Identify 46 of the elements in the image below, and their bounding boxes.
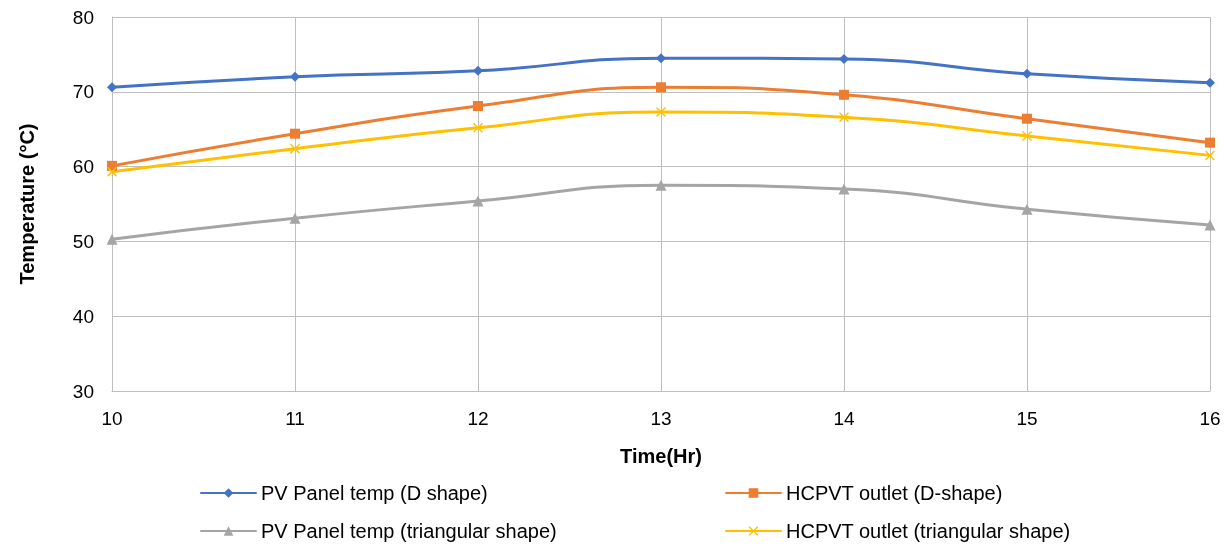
point bbox=[290, 143, 300, 154]
point bbox=[472, 195, 484, 207]
y-axis-title: Temperature (°C) bbox=[16, 123, 38, 285]
x-tick-label: 13 bbox=[650, 408, 672, 429]
point bbox=[1022, 130, 1032, 141]
point bbox=[107, 166, 117, 177]
point bbox=[290, 128, 300, 139]
x-tick-label: 11 bbox=[285, 408, 305, 429]
point bbox=[1021, 203, 1033, 215]
y-tick-label: 70 bbox=[72, 81, 94, 103]
point bbox=[838, 183, 850, 195]
legend-label: HCPVT outlet (D-shape) bbox=[786, 482, 1003, 504]
y-tick-label: 80 bbox=[72, 6, 94, 28]
x-tick-label: 15 bbox=[1016, 408, 1038, 429]
legend-label: PV Panel temp (D shape) bbox=[261, 482, 488, 504]
legend-label: HCPVT outlet (triangular shape) bbox=[786, 520, 1071, 542]
y-tick-label: 60 bbox=[72, 156, 94, 178]
point bbox=[290, 71, 300, 82]
point bbox=[1205, 137, 1215, 148]
point bbox=[655, 179, 667, 191]
point bbox=[473, 65, 483, 76]
x-tick-label: 12 bbox=[467, 408, 489, 429]
point bbox=[656, 107, 666, 117]
point bbox=[656, 53, 666, 64]
point bbox=[1022, 113, 1032, 124]
point bbox=[106, 233, 118, 245]
point bbox=[473, 122, 483, 133]
x-axis-title: Time(Hr) bbox=[620, 445, 702, 467]
legend-label: PV Panel temp (triangular shape) bbox=[261, 520, 557, 542]
point bbox=[1022, 68, 1032, 79]
point bbox=[1204, 219, 1216, 231]
y-tick-label: 50 bbox=[72, 230, 94, 252]
x-tick-label: 14 bbox=[833, 408, 855, 429]
x-tick-label: 10 bbox=[101, 408, 123, 429]
y-tick-label: 40 bbox=[72, 305, 94, 327]
point bbox=[656, 82, 666, 93]
y-tick-label: 30 bbox=[72, 380, 94, 402]
point bbox=[1205, 77, 1215, 88]
point bbox=[839, 112, 849, 123]
point bbox=[473, 101, 483, 112]
point bbox=[289, 212, 301, 224]
point bbox=[839, 53, 849, 64]
point bbox=[839, 89, 849, 100]
point bbox=[107, 82, 117, 93]
point bbox=[1205, 150, 1215, 161]
x-tick-label: 16 bbox=[1199, 408, 1221, 429]
